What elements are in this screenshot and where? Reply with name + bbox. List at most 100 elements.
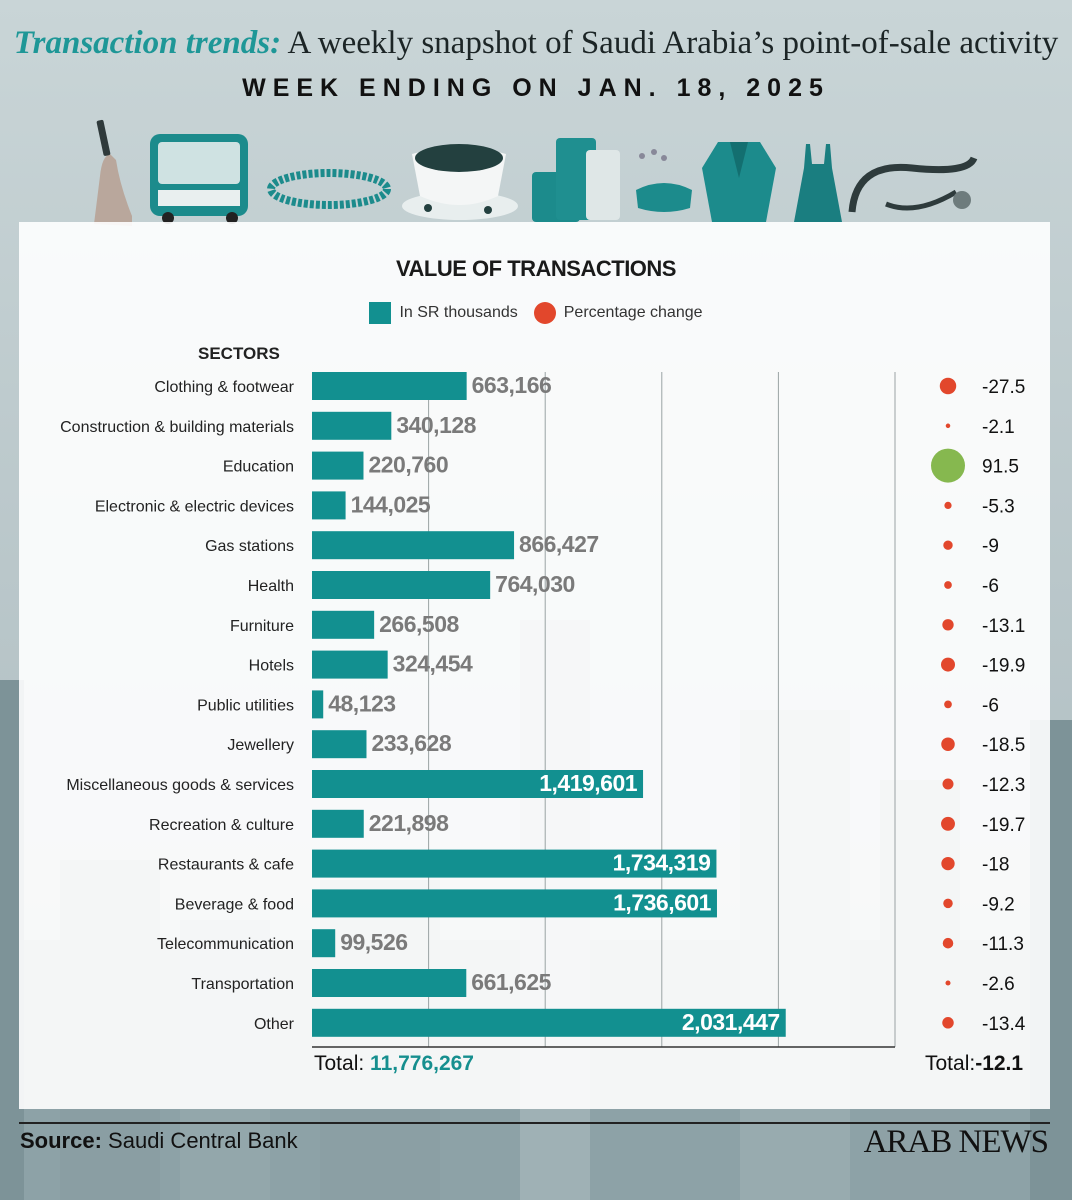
dress-icon — [794, 144, 842, 222]
legend-change-label: Percentage change — [563, 304, 703, 321]
percentage-dot — [941, 737, 955, 751]
sandals-icon — [636, 149, 692, 212]
bar — [312, 372, 467, 400]
change-total-number: -12.1 — [975, 1052, 1024, 1075]
week-ending-subhead: WEEK ENDING ON JAN. 18, 2025 — [242, 74, 830, 102]
bar — [312, 849, 717, 878]
category-label: Transportation — [191, 976, 294, 993]
percentage-label: -11.3 — [982, 934, 1024, 955]
percentage-label: -27.5 — [982, 377, 1025, 398]
percentage-dot — [943, 898, 953, 909]
percentage-label: -13.4 — [982, 1014, 1026, 1035]
category-label: Recreation & culture — [149, 817, 294, 834]
percentage-dot — [945, 980, 951, 986]
bar-value-label: 221,898 — [369, 810, 449, 836]
bar — [312, 411, 392, 440]
bracelet-icon — [267, 169, 391, 209]
chart-panel — [19, 222, 1050, 1109]
bar-value-label: 99,526 — [340, 929, 407, 955]
bar — [312, 571, 491, 599]
percentage-label: -6 — [982, 576, 999, 597]
percentage-dot — [931, 448, 965, 483]
percentage-dot — [939, 377, 957, 395]
category-label: Telecommunication — [157, 936, 294, 953]
bus-icon — [150, 134, 248, 224]
headline-text: A weekly snapshot of Saudi Arabia’s poin… — [287, 25, 1059, 61]
percentage-label: -2.6 — [982, 974, 1015, 995]
percentage-dot — [942, 619, 954, 631]
bar-value-label: 1,734,319 — [613, 850, 711, 876]
percentage-label: -9 — [982, 536, 999, 557]
bar — [312, 1008, 786, 1037]
percentage-label: -18 — [982, 855, 1009, 876]
footer-divider — [19, 1122, 1050, 1124]
percentage-label: -18.5 — [982, 735, 1025, 756]
bar-value-label: 324,454 — [393, 651, 473, 677]
category-label: Health — [248, 578, 294, 595]
bar — [312, 730, 367, 759]
category-label: Furniture — [230, 618, 294, 635]
bar — [312, 809, 364, 838]
change-total-prefix: Total: — [925, 1052, 976, 1075]
percentage-dot — [941, 856, 955, 871]
percentage-dot — [942, 1017, 954, 1029]
headline-kicker: Transaction trends: — [13, 25, 282, 61]
percentage-dot — [943, 540, 953, 550]
percentage-label: -19.7 — [982, 815, 1025, 836]
bar — [312, 889, 717, 918]
legend-value-swatch — [369, 302, 392, 324]
bar-value-label: 1,736,601 — [613, 889, 712, 915]
stethoscope-icon — [848, 156, 978, 213]
percentage-dot — [942, 778, 954, 790]
source-line: Source: Saudi Central Bank — [20, 1128, 298, 1154]
bar-value-label: 233,628 — [371, 730, 451, 756]
sectors-heading: SECTORS — [198, 344, 280, 363]
phone-in-hand-icon — [94, 119, 132, 226]
bar-value-label: 48,123 — [328, 690, 395, 716]
source-label: Source: — [20, 1128, 102, 1153]
percentage-dot — [941, 657, 955, 672]
bar — [312, 650, 388, 679]
chart-title: VALUE OF TRANSACTIONS — [396, 256, 676, 281]
percentage-label: -13.1 — [982, 616, 1025, 637]
chart-legend: In SR thousands Percentage change — [0, 302, 1072, 324]
legend-value-label: In SR thousands — [399, 304, 518, 321]
category-label: Gas stations — [205, 538, 294, 555]
category-label: Public utilities — [197, 697, 294, 714]
value-total-number: 11,776,267 — [370, 1052, 474, 1075]
bar-value-label: 340,128 — [396, 412, 476, 438]
percentage-label: 91.5 — [982, 457, 1019, 478]
category-label: Other — [254, 1016, 295, 1033]
sector-icon-strip — [80, 112, 1040, 226]
category-label: Education — [223, 459, 294, 476]
bar — [312, 690, 324, 719]
category-label: Construction & building materials — [60, 419, 294, 436]
bar-value-label: 663,166 — [472, 372, 552, 398]
bar — [312, 969, 467, 997]
bar — [312, 770, 644, 798]
headline: Transaction trends: A weekly snapshot of… — [0, 24, 1072, 62]
bar — [312, 451, 364, 480]
header: Transaction trends: A weekly snapshot of… — [0, 24, 1072, 103]
value-total: Total: 11,776,267 — [314, 1052, 474, 1076]
bar-value-label: 144,025 — [351, 491, 431, 517]
change-total: Total:-12.1 — [925, 1052, 1023, 1076]
percentage-label: -5.3 — [982, 496, 1015, 517]
percentage-dot — [945, 423, 951, 429]
percentage-dot — [944, 581, 952, 589]
bar-value-label: 764,030 — [495, 571, 575, 597]
jacket-icon — [702, 142, 776, 222]
category-label: Clothing & footwear — [154, 379, 294, 396]
bar — [312, 610, 375, 639]
percentage-label: -19.9 — [982, 656, 1025, 677]
percentage-dot — [944, 501, 952, 510]
bar — [312, 531, 515, 560]
category-label: Hotels — [249, 658, 294, 675]
bar-value-label: 866,427 — [519, 531, 599, 557]
percentage-dot — [942, 937, 954, 949]
category-label: Beverage & food — [175, 896, 294, 913]
percentage-label: -6 — [982, 695, 999, 716]
coffee-cup-icon — [402, 144, 518, 220]
bar-value-label: 1,419,601 — [539, 770, 638, 796]
